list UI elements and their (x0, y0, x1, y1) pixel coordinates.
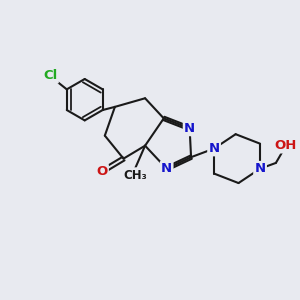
Text: CH₃: CH₃ (123, 169, 147, 182)
Text: O: O (96, 165, 108, 178)
Text: N: N (208, 142, 220, 155)
Text: N: N (184, 122, 195, 135)
Text: OH: OH (275, 139, 297, 152)
Text: N: N (254, 162, 266, 175)
Text: Cl: Cl (43, 69, 58, 82)
Text: N: N (161, 162, 172, 175)
